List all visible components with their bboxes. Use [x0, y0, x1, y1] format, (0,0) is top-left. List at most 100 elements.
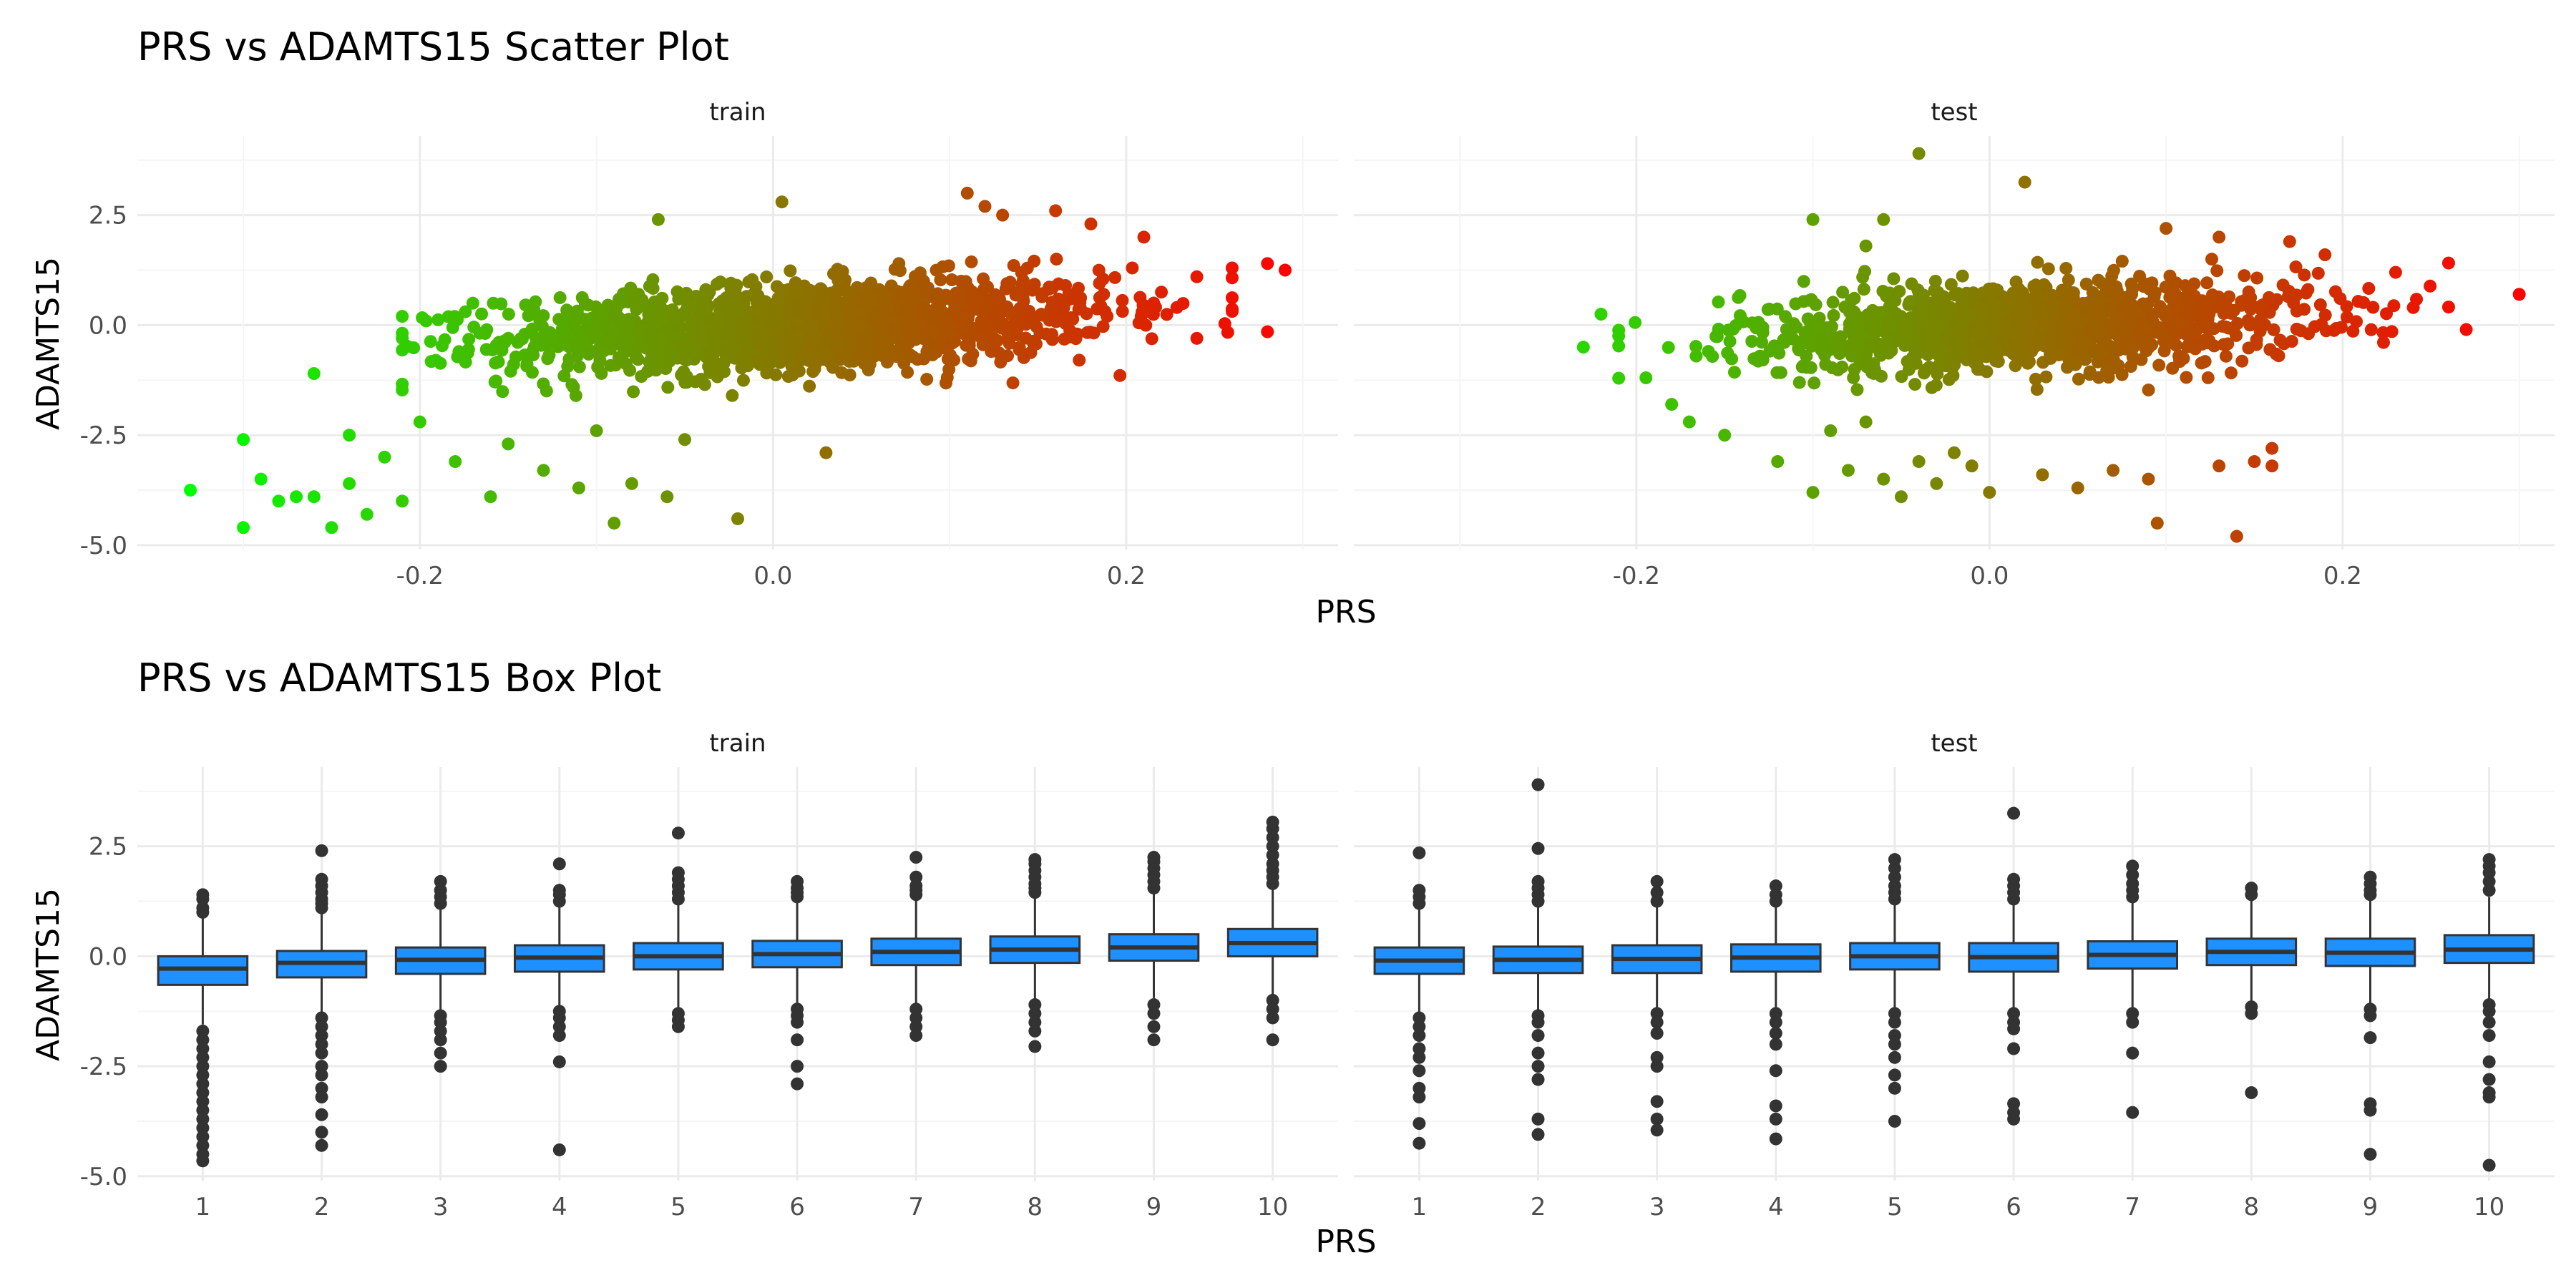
- x-tick-label: 4: [1768, 1193, 1784, 1221]
- box-outlier: [2482, 1158, 2496, 1172]
- scatter-point: [504, 364, 517, 378]
- scatter-point: [932, 294, 945, 308]
- scatter-point: [2072, 372, 2085, 386]
- scatter-point: [1818, 336, 1832, 349]
- box-outlier: [1413, 846, 1426, 859]
- scatter-point: [1841, 464, 1855, 477]
- scatter-point: [572, 481, 585, 494]
- scatter-point: [1689, 340, 1703, 353]
- scatter-point: [989, 307, 1002, 321]
- scatter-point: [1712, 296, 1725, 309]
- box-outlier: [1888, 1114, 1901, 1128]
- scatter-point: [1761, 303, 1775, 316]
- scatter-point: [2031, 255, 2044, 269]
- scatter-point: [1139, 305, 1153, 318]
- scatter-point: [1753, 349, 1767, 363]
- scatter-point: [552, 339, 566, 353]
- box-outlier: [1531, 1046, 1545, 1060]
- scatter-point: [1147, 296, 1161, 310]
- box-outlier: [2007, 1042, 2021, 1055]
- scatter-point: [396, 310, 409, 323]
- box-outlier: [196, 901, 210, 914]
- scatter-point: [649, 364, 663, 377]
- scatter-point: [2125, 342, 2139, 356]
- box-panel-train: -5.0 -2.5 0.0 2.5 1 2 3 4 5 6 7 8 9 10: [80, 767, 1338, 1221]
- box-outlier: [1650, 1050, 1664, 1064]
- scatter-point: [451, 313, 464, 326]
- scatter-point: [850, 280, 864, 294]
- scatter-point: [1108, 270, 1122, 284]
- scatter-point: [2059, 262, 2073, 275]
- scatter-point: [2141, 322, 2155, 336]
- scatter-point: [2235, 354, 2249, 368]
- scatter-point: [1800, 361, 1813, 374]
- box-outlier: [1769, 1027, 1782, 1040]
- scatter-point: [899, 337, 913, 351]
- box-outlier: [2007, 1112, 2021, 1126]
- scatter-point: [625, 477, 638, 490]
- scatter-point: [498, 336, 512, 349]
- scatter-point: [1225, 291, 1239, 305]
- scatter-point: [771, 296, 784, 310]
- scatter-point: [479, 343, 493, 356]
- box-outlier: [196, 1077, 210, 1091]
- box-outlier: [1888, 870, 1901, 884]
- scatter-point: [434, 356, 447, 370]
- scatter-point: [917, 274, 930, 288]
- scatter-point: [1084, 217, 1098, 230]
- box-outlier: [434, 1024, 447, 1038]
- scatter-point: [769, 368, 783, 381]
- box-outlier: [1888, 1050, 1901, 1064]
- box-outlier: [552, 1029, 566, 1043]
- scatter-point: [553, 291, 567, 304]
- scatter-point: [2200, 276, 2214, 290]
- x-tick-label: 7: [2124, 1193, 2140, 1221]
- box-outlier: [315, 1068, 328, 1082]
- box-outlier: [1888, 1007, 1901, 1020]
- scatter-point: [343, 477, 356, 490]
- scatter-point: [1727, 366, 1741, 379]
- scatter-point: [616, 338, 630, 352]
- scatter-point: [1927, 298, 1941, 312]
- scatter-point: [752, 291, 766, 305]
- scatter-point: [970, 293, 983, 307]
- scatter-point: [736, 374, 750, 387]
- box-outlier: [1266, 815, 1279, 829]
- scatter-point: [819, 446, 833, 459]
- scatter-point: [1855, 330, 1869, 343]
- box-outlier: [2363, 1009, 2377, 1023]
- scatter-point: [1055, 298, 1069, 311]
- scatter-point: [1954, 330, 1968, 343]
- scatter-point: [1221, 326, 1234, 339]
- scatter-point: [1971, 363, 1984, 376]
- scatter-point: [2459, 323, 2473, 336]
- box-outlier: [552, 1143, 566, 1156]
- x-tick-label: 6: [2006, 1193, 2021, 1221]
- scatter-point: [431, 313, 445, 326]
- scatter-point: [1225, 271, 1239, 285]
- scatter-point: [473, 326, 487, 340]
- scatter-point: [2230, 530, 2243, 543]
- box-outlier: [2482, 1073, 2496, 1086]
- scatter-point: [1908, 378, 1922, 391]
- box-outlier: [315, 1038, 328, 1051]
- box-outlier: [315, 872, 328, 886]
- box-outlier: [315, 1108, 328, 1121]
- box-outlier: [1028, 1007, 1042, 1020]
- scatter-point: [1225, 261, 1239, 275]
- box-outlier: [1650, 874, 1664, 888]
- scatter-point: [1819, 358, 1833, 371]
- scatter-point: [2212, 230, 2226, 244]
- scatter-point: [1836, 286, 1850, 299]
- scatter-point: [1876, 285, 1890, 298]
- box-outlier: [2126, 1007, 2140, 1020]
- scatter-point: [2125, 316, 2139, 329]
- scatter-point: [1860, 360, 1873, 374]
- scatter-point: [1709, 330, 1723, 343]
- scatter-point: [2036, 468, 2049, 482]
- scatter-point: [1225, 302, 1239, 316]
- scatter-point: [1884, 318, 1898, 332]
- box-outlier: [2126, 1046, 2140, 1060]
- scatter-point: [1176, 297, 1190, 311]
- scatter-point: [2030, 383, 2044, 396]
